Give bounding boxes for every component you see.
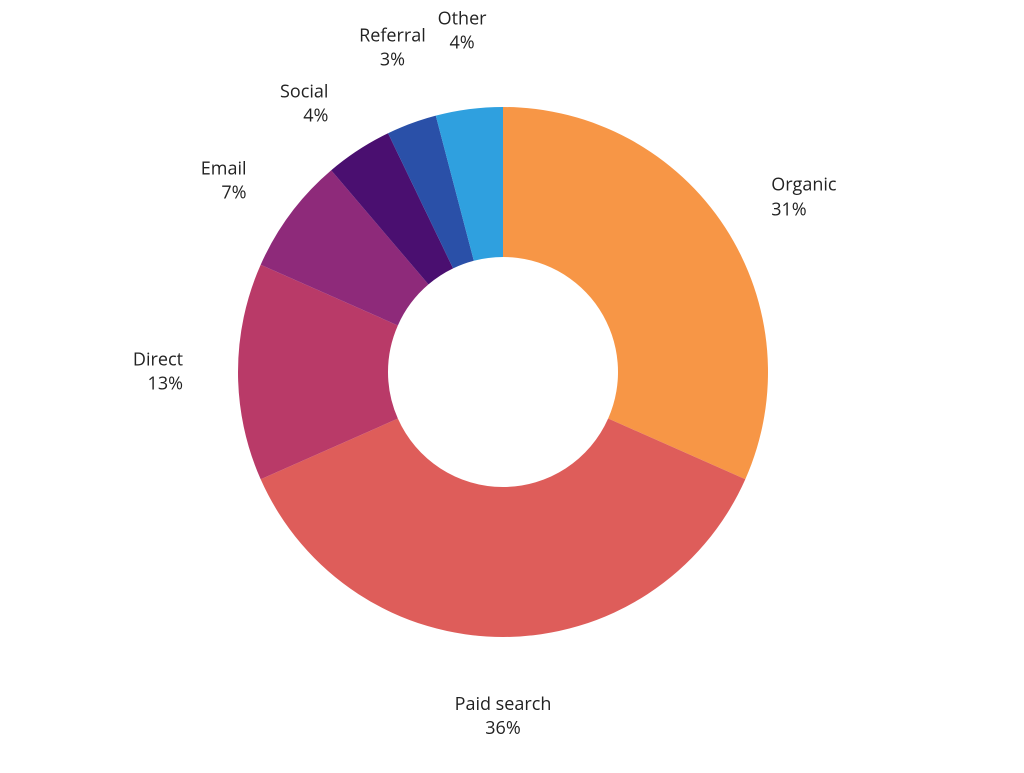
slice-label-organic: Organic31%: [771, 173, 836, 222]
slice-label-percent: 4%: [438, 30, 487, 54]
slice-label-percent: 36%: [455, 716, 552, 740]
slice-label-direct: Direct13%: [133, 348, 183, 397]
slice-label-paid-search: Paid search36%: [455, 692, 552, 741]
slice-label-percent: 3%: [359, 47, 426, 71]
slice-label-percent: 31%: [771, 197, 836, 221]
slice-label-name: Direct: [133, 348, 183, 372]
slice-label-name: Other: [438, 6, 487, 30]
slice-label-name: Organic: [771, 173, 836, 197]
slice-label-percent: 4%: [280, 104, 328, 128]
slice-paid-search: [261, 419, 746, 637]
slice-organic: [503, 107, 768, 479]
slice-label-social: Social4%: [280, 80, 328, 129]
slice-label-name: Paid search: [455, 692, 552, 716]
slice-label-name: Email: [201, 156, 247, 180]
slice-label-percent: 7%: [201, 181, 247, 205]
slice-label-name: Social: [280, 80, 328, 104]
slice-label-email: Email7%: [201, 156, 247, 205]
slice-label-referral: Referral3%: [359, 23, 426, 72]
donut-chart: Organic31% Paid search36% Direct13% Email7%…: [0, 0, 1024, 768]
slice-label-percent: 13%: [133, 372, 183, 396]
slice-label-name: Referral: [359, 23, 426, 47]
slice-label-other: Other4%: [438, 6, 487, 55]
